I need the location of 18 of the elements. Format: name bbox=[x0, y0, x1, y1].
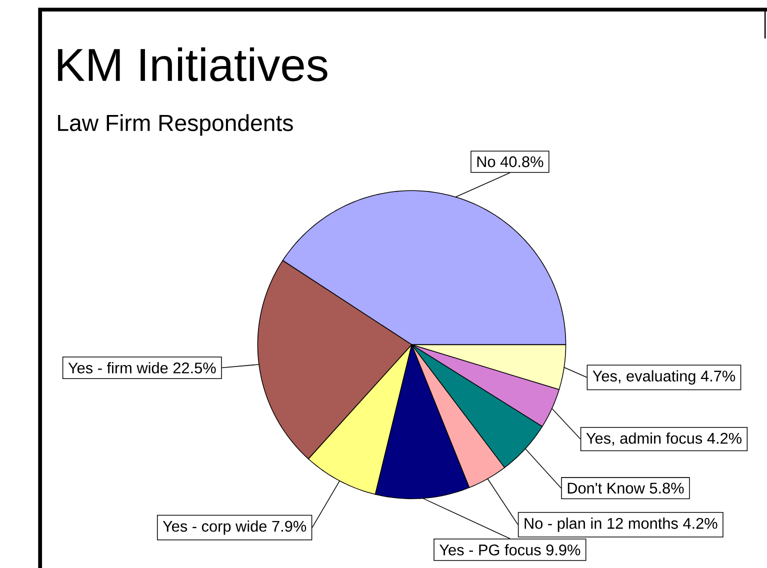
slice-label: Yes - PG focus bbox=[439, 544, 541, 556]
data-label: 4.2% bbox=[707, 432, 742, 444]
data-label: 9.9% bbox=[546, 544, 580, 556]
slice-label: Yes, admin focus bbox=[586, 432, 702, 446]
data-label: 5.8% bbox=[650, 482, 684, 494]
data-label: 4.2% bbox=[683, 518, 718, 529]
data-label: 7.9% bbox=[272, 520, 306, 532]
chart-subtitle: Law Firm Respondents bbox=[58, 114, 293, 136]
data-label: 4.7% bbox=[700, 370, 736, 382]
slice-label: Yes, evaluating bbox=[592, 370, 696, 385]
data-label: 40.8% bbox=[500, 156, 544, 168]
chart-title: KM Initiatives bbox=[58, 47, 328, 82]
slice-label: Don't Know bbox=[568, 482, 645, 494]
slice-label: No - plan in 12 months bbox=[524, 518, 678, 532]
slice-label: No bbox=[477, 156, 496, 168]
data-label: 22.5% bbox=[173, 362, 216, 374]
slice-label: Yes - firm wide bbox=[68, 362, 168, 374]
slice-label: Yes - corp wide bbox=[162, 520, 267, 535]
